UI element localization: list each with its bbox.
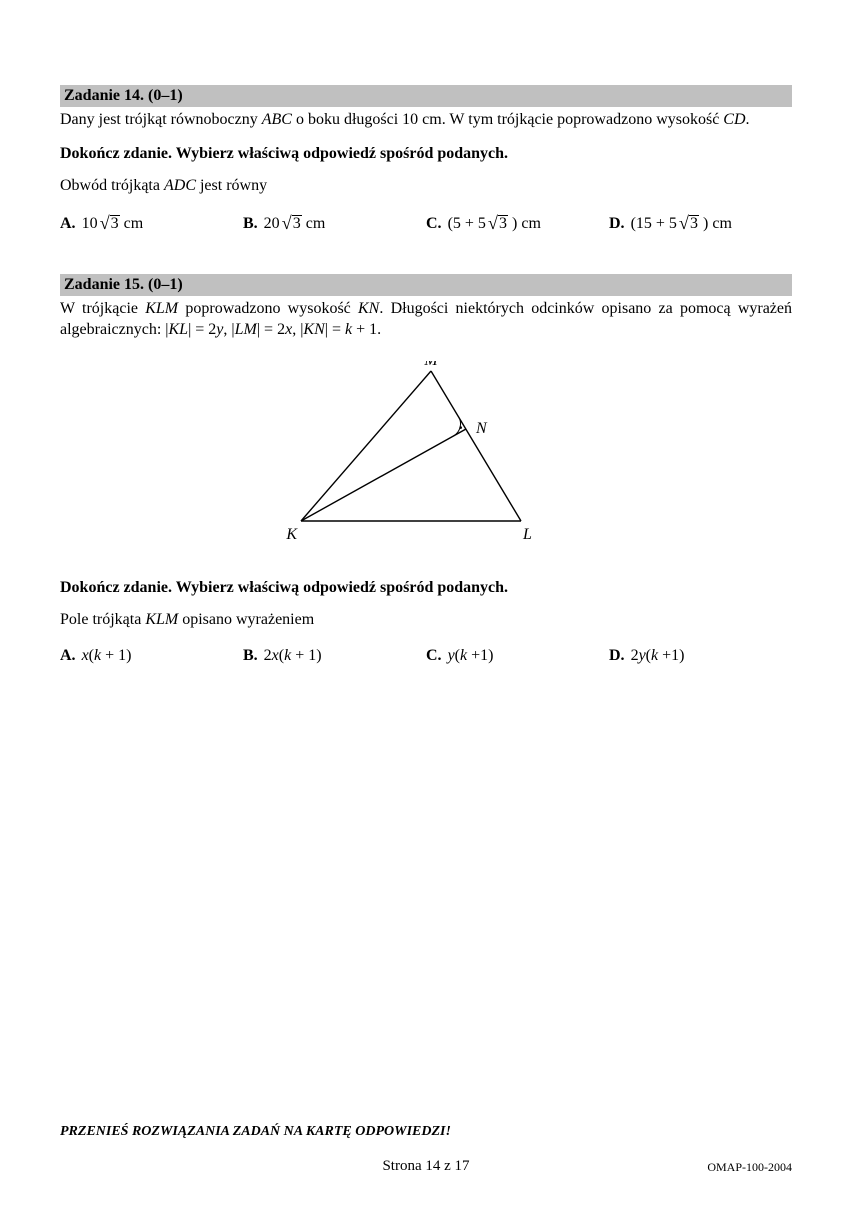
text: 20	[264, 215, 280, 232]
text: poprowadzono wysokość	[178, 300, 358, 317]
text: -2004	[764, 1160, 792, 1174]
answer-label: C.	[426, 215, 442, 232]
text: + 1)	[101, 647, 131, 664]
task14-question: Obwód trójkąta ADC jest równy	[60, 177, 792, 195]
text: opisano wyrażeniem	[178, 611, 314, 628]
text: y	[639, 647, 646, 664]
answer-c[interactable]: C. y(k +1)	[426, 647, 609, 665]
svg-text:N: N	[475, 420, 488, 437]
page-number: Strona 14 z 17	[60, 1158, 792, 1175]
task14-header: Zadanie 14. (0–1)	[60, 85, 792, 107]
text: + 1.	[352, 321, 381, 338]
answer-b[interactable]: B. 2x(k + 1)	[243, 647, 426, 665]
text: | = 2	[188, 321, 216, 338]
task15-instruction: Dokończ zdanie. Wybierz właściwą odpowie…	[60, 579, 792, 597]
text: cm	[120, 215, 144, 232]
sqrt-value: 3	[110, 215, 120, 232]
doc-code: OMAP-100-2004	[707, 1160, 792, 1175]
answer-a[interactable]: A. 10 3 cm	[60, 213, 243, 234]
text-k: k	[345, 321, 352, 338]
text: o boku długości 10 cm. W tym trójkącie p…	[292, 111, 723, 128]
answer-label: D.	[609, 647, 625, 664]
sqrt-icon: 3	[98, 213, 120, 234]
sqrt-value: 3	[292, 215, 302, 232]
task14-body: Dany jest trójkąt równoboczny ABC o boku…	[60, 109, 792, 131]
answer-d[interactable]: D. 2y(k +1)	[609, 647, 792, 665]
text: 2	[264, 647, 272, 664]
triangle-diagram: M N K L	[281, 361, 571, 546]
text-adc: ADC	[164, 177, 196, 194]
text: y	[448, 647, 455, 664]
page-footer: Strona 14 z 17 OMAP-100-2004	[60, 1158, 792, 1175]
task15-question: Pole trójkąta KLM opisano wyrażeniem	[60, 611, 792, 629]
task14-instruction: Dokończ zdanie. Wybierz właściwą odpowie…	[60, 145, 792, 163]
answer-label: A.	[60, 215, 76, 232]
footer-note: PRZENIEŚ ROZWIĄZANIA ZADAŃ NA KARTĘ ODPO…	[60, 1124, 451, 1140]
answer-label: B.	[243, 647, 258, 664]
text: 10	[82, 215, 98, 232]
answer-label: C.	[426, 647, 442, 664]
svg-text:K: K	[285, 526, 298, 543]
text: | = 2	[257, 321, 285, 338]
text: W trójkącie	[60, 300, 145, 317]
text: x	[82, 647, 89, 664]
task15-body: W trójkącie KLM poprowadzono wysokość KN…	[60, 298, 792, 341]
text-kl: KL	[168, 321, 188, 338]
text-klm2: KLM	[145, 611, 178, 628]
text: | =	[325, 321, 345, 338]
text-kn2: KN	[303, 321, 324, 338]
text: , |	[223, 321, 234, 338]
svg-text:M: M	[423, 361, 439, 369]
sqrt-value: 3	[498, 215, 508, 232]
task14-answers: A. 10 3 cm B. 20 3 cm C. (5 + 5 3 ) cm D. (…	[60, 213, 792, 234]
text: ) cm	[508, 215, 541, 232]
sqrt-value: 3	[689, 215, 699, 232]
answer-d[interactable]: D. (15 + 5 3 ) cm	[609, 213, 792, 234]
sqrt-icon: 3	[677, 213, 699, 234]
text: Pole trójkąta	[60, 611, 145, 628]
answer-label: B.	[243, 215, 258, 232]
text-abc: ABC	[262, 111, 292, 128]
answer-c[interactable]: C. (5 + 5 3 ) cm	[426, 213, 609, 234]
svg-text:L: L	[522, 526, 532, 543]
answer-label: A.	[60, 647, 76, 664]
task15-figure: M N K L	[60, 361, 792, 551]
text-cd: CD	[723, 111, 745, 128]
sqrt-icon: 3	[280, 213, 302, 234]
answer-a[interactable]: A. x(k + 1)	[60, 647, 243, 665]
text: 100	[746, 1160, 764, 1174]
text: .	[746, 111, 750, 128]
task15-header: Zadanie 15. (0–1)	[60, 274, 792, 296]
text: Obwód trójkąta	[60, 177, 164, 194]
text: x	[272, 647, 279, 664]
text: OMAP-	[707, 1160, 746, 1174]
answer-label: D.	[609, 215, 625, 232]
text: + 1)	[291, 647, 321, 664]
sqrt-icon: 3	[486, 213, 508, 234]
text: +1)	[467, 647, 493, 664]
text: jest równy	[196, 177, 267, 194]
text: (15 + 5	[631, 215, 677, 232]
task15-answers: A. x(k + 1) B. 2x(k + 1) C. y(k +1) D. 2…	[60, 647, 792, 665]
text: cm	[302, 215, 326, 232]
text: , |	[292, 321, 303, 338]
text: 2	[631, 647, 639, 664]
text-kn: KN	[358, 300, 379, 317]
answer-b[interactable]: B. 20 3 cm	[243, 213, 426, 234]
text-klm: KLM	[145, 300, 178, 317]
text: (5 + 5	[448, 215, 486, 232]
text: +1)	[658, 647, 684, 664]
text-lm: LM	[235, 321, 257, 338]
text: Dany jest trójkąt równoboczny	[60, 111, 262, 128]
text: ) cm	[699, 215, 732, 232]
